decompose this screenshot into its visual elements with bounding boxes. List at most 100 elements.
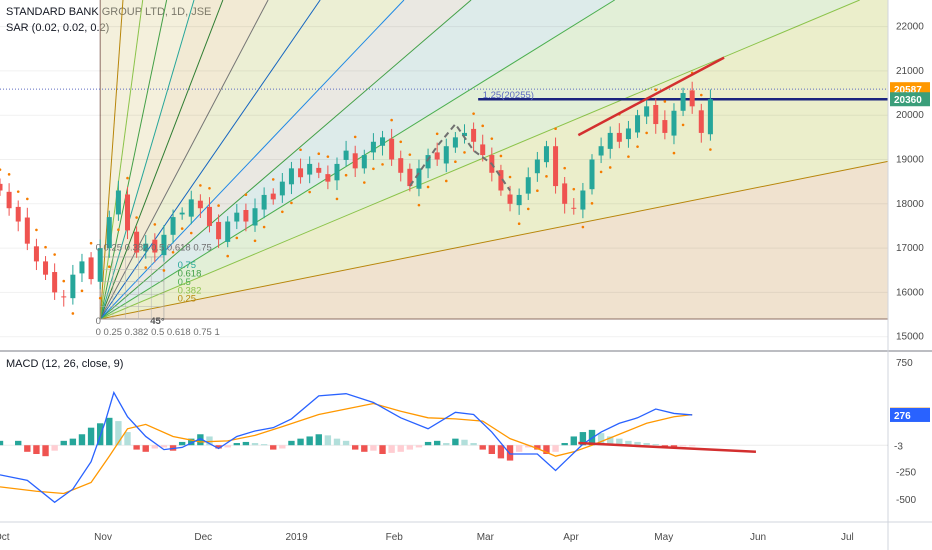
sar-dot [44,245,47,249]
candle-body [261,194,267,210]
candle-body [225,221,231,242]
sar-dot [508,175,512,179]
macd-histogram-bar [579,432,587,446]
price-tick-label: 20000 [896,110,924,121]
sar-dot [444,179,448,183]
candle-body [106,217,112,249]
candle-body [680,93,686,111]
candle-body [298,168,304,178]
macd-histogram-bar [643,443,650,446]
macd-histogram-bar [406,445,414,450]
candle-body [243,210,249,222]
macd-histogram-bar [342,440,350,446]
candle-body [398,158,404,173]
sar-dot [107,265,111,269]
sar-dot [199,184,202,187]
sar-dot [454,160,457,164]
price-tick-label: 21000 [896,66,924,77]
macd-signal-line [0,402,693,495]
candle-body [589,159,595,190]
macd-histogram-bar [69,438,77,446]
macd-histogram-bar [570,436,577,446]
macd-histogram-bar [497,445,505,459]
time-tick-label: Dec [194,532,212,543]
candle-body [33,246,39,262]
macd-histogram-bar [461,439,468,446]
macd-histogram-bar [597,433,605,446]
macd-histogram-bar [543,445,550,454]
macd-histogram-bar [242,441,250,446]
sar-dot [499,154,503,158]
candle-body [361,155,367,169]
price-tick-label: 15000 [896,332,924,343]
sar-dot [463,151,466,154]
macd-histogram-bar [106,417,113,446]
sar-dot [372,167,375,171]
time-tick-label: Oct [0,532,10,543]
sar-dot [16,190,20,193]
time-tick-label: 2019 [285,532,308,543]
macd-histogram-bar [279,445,286,449]
macd-histogram-bar [87,427,95,446]
macd-tick-label: -500 [896,495,916,506]
sar-dot [481,124,485,128]
candle-body [671,110,677,136]
fib-fan-line [99,0,195,320]
macd-histogram-bar [324,435,332,446]
sar-dot [490,137,494,140]
sar-dot [235,236,239,240]
candle-body [471,128,477,142]
macd-histogram-bar [506,445,514,461]
macd-histogram-bar [288,440,295,446]
candle-body [334,163,340,181]
fib-fan-line [99,0,168,320]
sar-dot [663,100,667,103]
macd-histogram-bar [443,443,450,446]
macd-histogram-bar [233,443,240,446]
sar-dot [153,223,157,226]
candle-body [480,144,486,156]
candle-body [197,200,203,209]
macd-histogram-bar [115,421,122,446]
candle-body [370,141,376,153]
sar-dot [517,222,521,226]
macd-histogram-bar [379,445,386,454]
sar-dot [7,173,11,176]
candle-body [635,115,641,133]
sar-indicator-label: SAR (0.02, 0.02, 0.2) [6,22,110,34]
macd-indicator-label: MACD (12, 26, close, 9) [6,358,124,370]
candle-body [88,257,94,280]
sar-dot [545,175,548,178]
macd-histogram-bar [525,445,532,448]
sar-dot [135,216,138,219]
candle-body [288,168,294,185]
macd-histogram-bar [470,443,477,446]
candle-body [115,190,121,215]
macd-badge: -3 [894,442,903,453]
candle-body [170,217,176,235]
macd-histogram-bar [534,445,541,450]
macd-histogram-bar [415,445,423,448]
sar-dot [408,153,412,156]
sar-dot [317,152,321,156]
candle-body [79,261,85,274]
candle-body [152,239,158,253]
candle-body [179,212,185,215]
sar-dot [353,135,357,139]
macd-histogram-bar [361,445,368,452]
sar-dot [526,207,530,211]
price-tick-label: 19000 [896,154,924,165]
macd-histogram-bar [333,438,341,446]
sar-dot [0,168,2,171]
candle-body [534,159,540,174]
sar-dot [171,251,175,254]
fib-fan-line [99,0,472,320]
price-badge: 20360 [894,95,922,106]
macd-histogram-bar [24,445,31,452]
sar-dot [627,155,630,158]
fib-fan-level-label: 0.618 [178,268,202,279]
candle-body [543,146,549,163]
macd-histogram-bar [315,434,322,446]
sar-dot [426,185,430,189]
